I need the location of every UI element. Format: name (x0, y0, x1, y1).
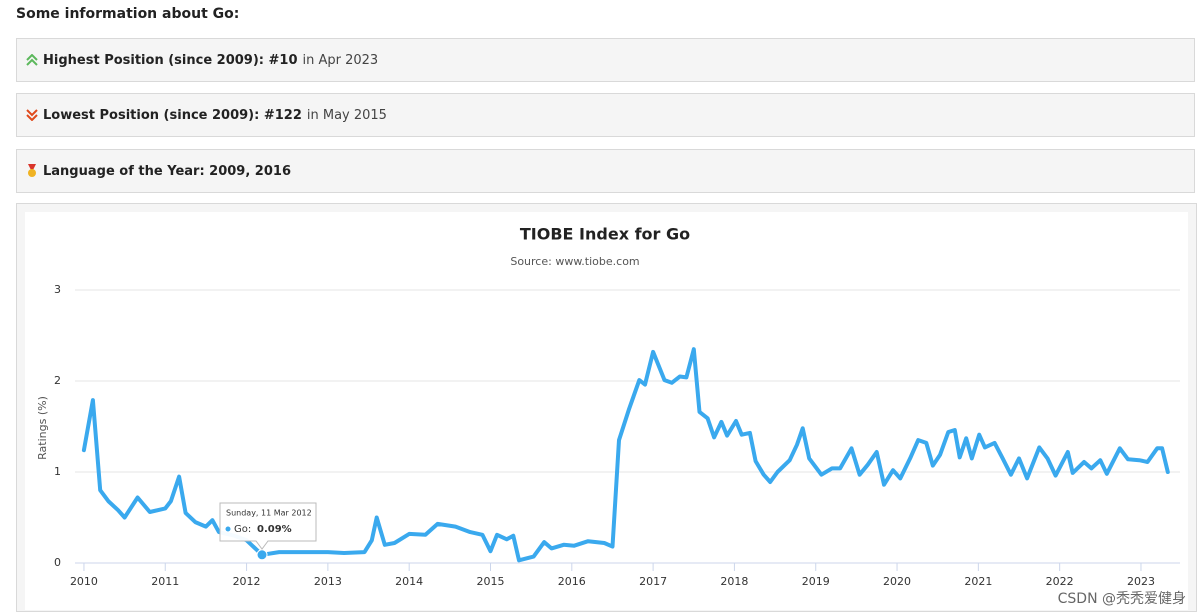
medal-icon (28, 164, 36, 177)
info-bold: Lowest Position (since 2009): #122 (43, 107, 302, 123)
x-tick-label: 2020 (883, 575, 911, 588)
x-tick-label: 2010 (70, 575, 98, 588)
y-tick-label: 0 (54, 556, 61, 569)
x-tick-label: 2018 (720, 575, 748, 588)
info-text: in May 2015 (306, 107, 387, 123)
x-tick-label: 2016 (558, 575, 586, 588)
watermark: CSDN @秃秃爱健身 (1057, 591, 1186, 607)
x-tick-label: 2023 (1127, 575, 1155, 588)
info-row: Lowest Position (since 2009): #122 in May… (16, 93, 1195, 137)
x-tick-label: 2011 (151, 575, 179, 588)
tooltip-value: 0.09% (257, 524, 292, 535)
tooltip-box (219, 502, 317, 550)
tooltip-label: Go: (234, 524, 251, 535)
heading: Some information about Go: (16, 6, 240, 22)
chart-subtitle: Source: www.tiobe.com (510, 255, 639, 268)
x-tick-label: 2021 (964, 575, 992, 588)
chart: TIOBE Index for Go Source: www.tiobe.com… (25, 212, 1188, 610)
up-icon (26, 54, 38, 66)
y-tick-label: 1 (54, 465, 61, 478)
y-axis-label: Ratings (%) (36, 396, 49, 460)
info-row: Language of the Year: 2009, 2016 (16, 149, 1195, 193)
chart-title: TIOBE Index for Go (520, 225, 690, 244)
x-tick-label: 2012 (233, 575, 261, 588)
x-tick-label: 2017 (639, 575, 667, 588)
tooltip-date: Sunday, 11 Mar 2012 (226, 509, 312, 518)
x-tick-label: 2015 (476, 575, 504, 588)
info-bold: Highest Position (since 2009): #10 (43, 52, 298, 68)
x-tick-label: 2013 (314, 575, 342, 588)
info-text: in Apr 2023 (302, 52, 379, 68)
tooltip-dot (225, 526, 231, 532)
down-icon (26, 109, 38, 121)
series-line (81, 347, 1170, 563)
tooltip: Sunday, 11 Mar 2012 Go: 0.09% (219, 502, 317, 550)
y-tick-label: 3 (54, 283, 61, 296)
x-tick-label: 2022 (1046, 575, 1074, 588)
x-tick-label: 2014 (395, 575, 423, 588)
x-tick-label: 2019 (802, 575, 830, 588)
y-tick-label: 2 (54, 374, 61, 387)
info-bold: Language of the Year: 2009, 2016 (43, 163, 291, 179)
hover-marker (256, 549, 268, 561)
info-row: Highest Position (since 2009): #10 in Apr… (16, 38, 1195, 82)
